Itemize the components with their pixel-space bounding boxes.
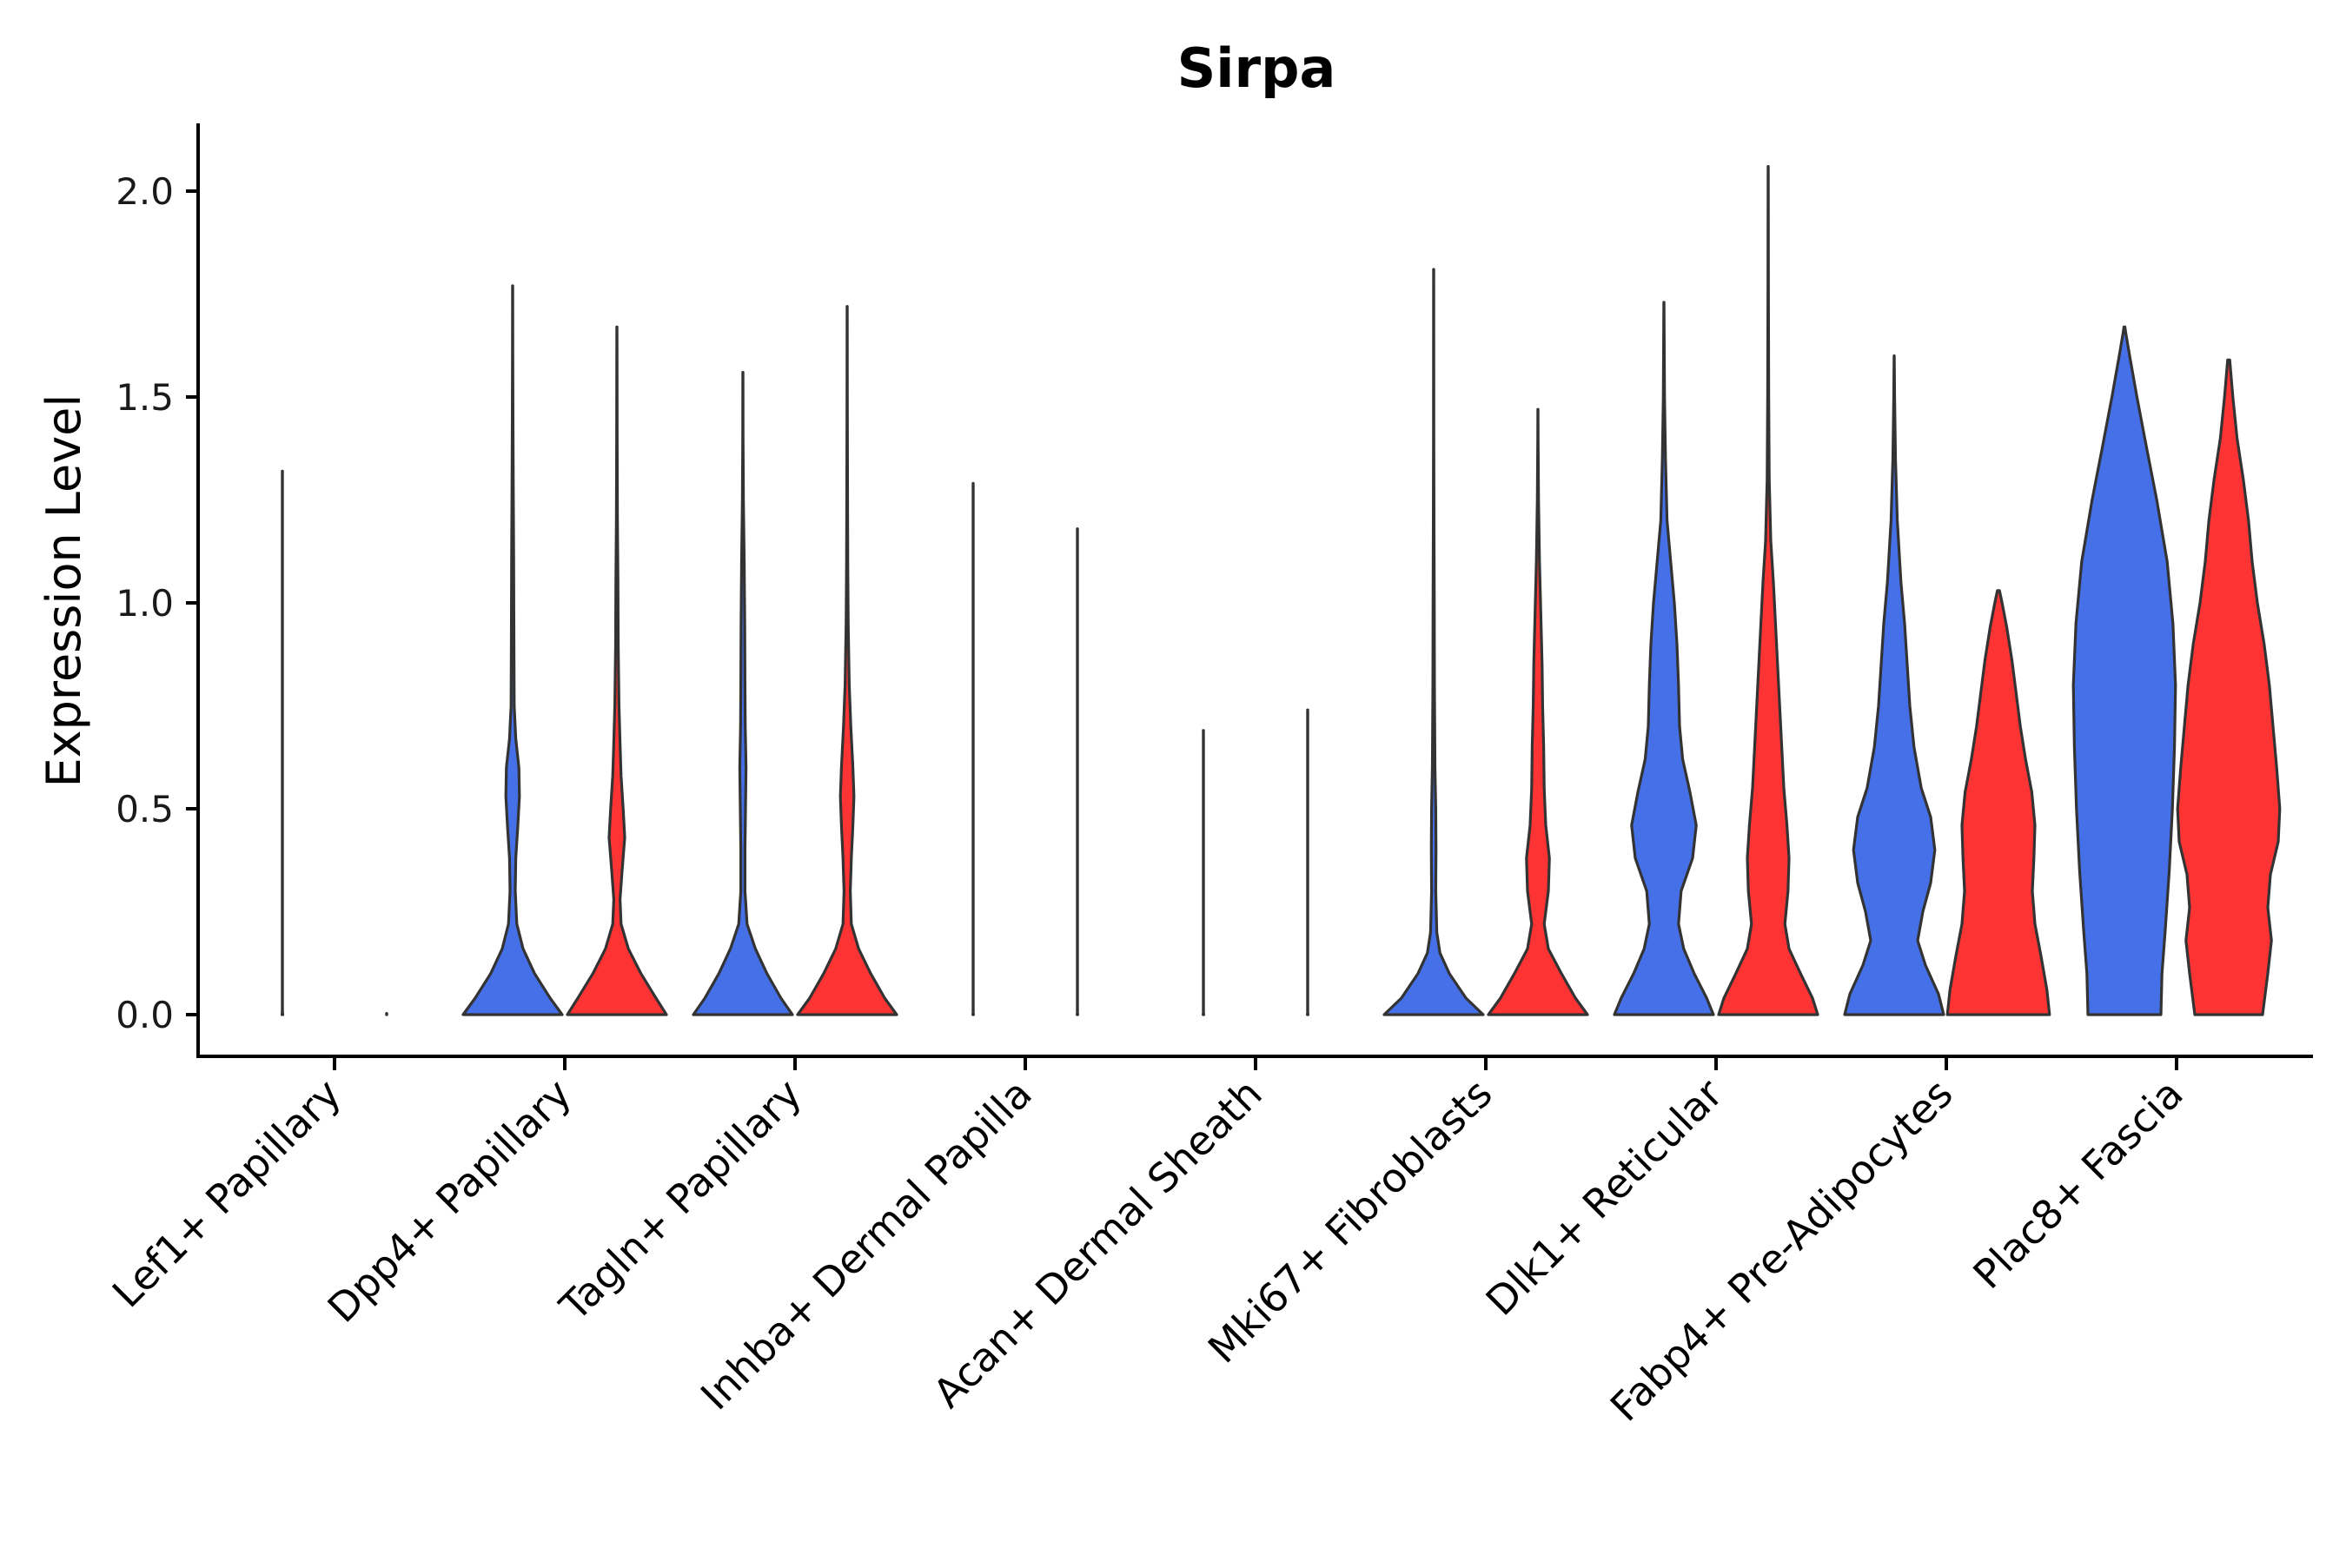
y-axis-label: Expression Level <box>36 394 91 788</box>
y-tick-label: 2.0 <box>116 170 174 213</box>
violin-red <box>1488 409 1587 1015</box>
violin-blue <box>1614 302 1713 1015</box>
violin-red <box>1077 529 1078 1015</box>
violin-red <box>1947 591 2050 1015</box>
violin-red <box>567 327 666 1015</box>
violin-layer <box>282 167 2280 1015</box>
violin-red <box>1308 710 1309 1015</box>
violin-blue <box>1384 269 1483 1015</box>
violin-blue <box>693 373 792 1015</box>
x-tick-label: Tagln+ Papillary <box>550 1070 811 1331</box>
chart-title: Sirpa <box>1177 36 1336 100</box>
y-tick-label: 0.5 <box>116 788 174 830</box>
violin-blue <box>1845 356 1944 1015</box>
x-tick-label: Dlk1+ Reticular <box>1477 1070 1732 1325</box>
violin-red <box>2177 360 2280 1015</box>
x-tick-label: Plac8+ Fascia <box>1964 1070 2191 1298</box>
violin-blue <box>282 471 283 1015</box>
violin-blue <box>1203 731 1204 1015</box>
y-tick-label: 1.5 <box>116 376 174 419</box>
violin-blue <box>2073 327 2176 1015</box>
y-axis-ticks: 0.0 0.5 1.0 1.5 2.0 <box>116 170 198 1036</box>
violin-blue <box>973 484 974 1016</box>
violin-blue <box>463 286 562 1015</box>
violin-red <box>798 307 897 1015</box>
violin-red <box>1719 167 1818 1015</box>
x-tick-label: Dpp4+ Papillary <box>319 1070 580 1332</box>
y-tick-label: 1.0 <box>116 582 174 625</box>
y-tick-label: 0.0 <box>116 994 174 1036</box>
x-tick-label: Lef1+ Papillary <box>103 1070 350 1317</box>
